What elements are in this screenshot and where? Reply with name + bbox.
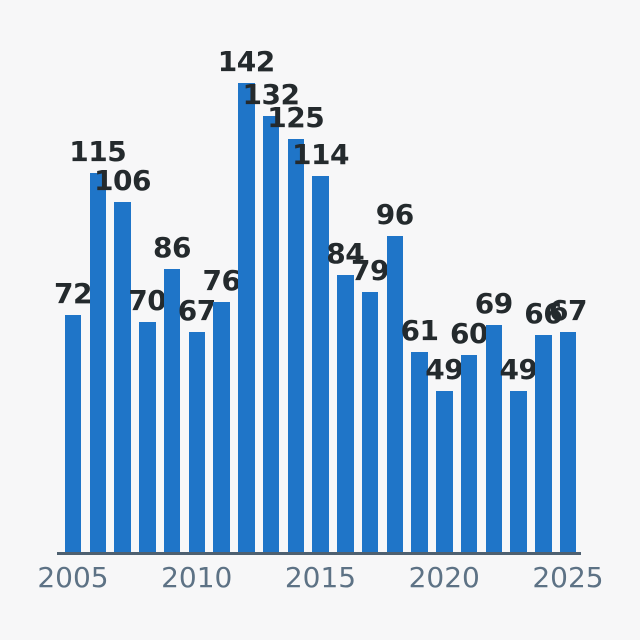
x-axis-tick-label-2025: 2025	[532, 561, 604, 594]
bar-value-label-2016: 84	[326, 237, 365, 271]
bar-2007	[114, 202, 131, 554]
bar-value-label-2019: 61	[400, 313, 439, 347]
bar-value-label-2005: 72	[54, 277, 92, 311]
x-axis-tick-label-2010: 2010	[161, 561, 233, 594]
bar-value-label-2006: 115	[69, 134, 127, 168]
bar-2010	[188, 331, 205, 554]
bar-value-label-2011: 76	[202, 263, 241, 297]
bar-2014	[287, 139, 304, 554]
bar-2022	[485, 325, 502, 554]
bar-2015	[312, 175, 329, 554]
bar-2021	[460, 354, 478, 554]
bar-value-label-2024: 66	[524, 297, 563, 331]
bar-2018	[386, 235, 403, 554]
bar-value-label-2015: 114	[292, 137, 349, 171]
bar-value-label-2012: 142	[217, 45, 275, 78]
bar-2020	[436, 391, 453, 554]
bar-2025	[559, 331, 577, 554]
bar-value-label-2020: 49	[425, 353, 464, 387]
bar-2024	[535, 335, 552, 554]
bar-value-label-2021: 60	[450, 316, 488, 350]
x-axis-tick-label-2020: 2020	[408, 561, 480, 594]
bar-2013	[262, 116, 280, 554]
bar-value-label-2010: 67	[177, 293, 216, 327]
bar-value-label-2014: 125	[267, 101, 325, 135]
bar-2005	[64, 315, 82, 554]
bar-value-label-2009: 86	[153, 230, 191, 264]
bar-value-label-2017: 79	[351, 253, 389, 287]
x-axis-tick-label-2015: 2015	[284, 561, 357, 594]
x-axis-tick-label-2005: 2005	[37, 561, 109, 594]
bar-value-label-2025: 67	[549, 293, 587, 327]
bar-2023	[510, 391, 527, 554]
bar-2019	[411, 351, 428, 554]
bar-2016	[337, 275, 354, 554]
bar-2017	[361, 291, 379, 554]
bar-2011	[213, 301, 230, 554]
bar-value-label-2013: 132	[242, 78, 300, 112]
bar-value-label-2023: 49	[499, 353, 538, 387]
bar-2009	[163, 268, 181, 554]
bar-value-label-2008: 70	[128, 283, 167, 317]
bar-value-label-2018: 96	[375, 197, 414, 231]
bar-2008	[139, 321, 156, 554]
x-axis-line	[57, 552, 581, 555]
bar-2006	[89, 172, 106, 554]
bar-value-label-2022: 69	[474, 287, 513, 321]
bar-2012	[238, 83, 255, 554]
bar-value-label-2007: 106	[94, 164, 151, 198]
